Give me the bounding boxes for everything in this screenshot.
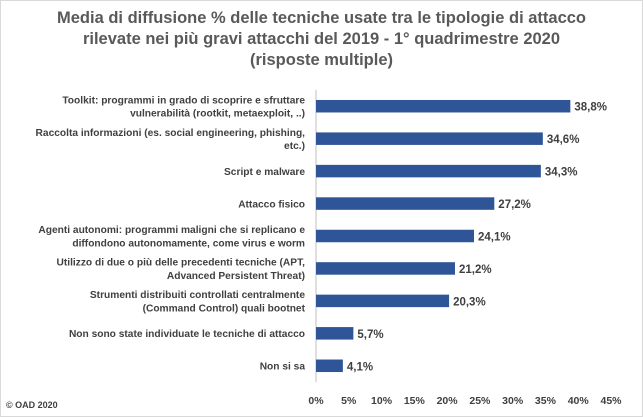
category-label-line: Advanced Persistent Threat) xyxy=(167,271,305,282)
x-tick-label-1: 5% xyxy=(341,395,357,407)
data-label-9: 4,1% xyxy=(347,361,373,373)
category-label-9: Non si sa xyxy=(260,362,306,373)
x-tick-label-2: 10% xyxy=(371,395,393,407)
category-label-3: Script e malware xyxy=(224,167,305,178)
category-label-line: (Command Control) quali bootnet xyxy=(143,303,306,314)
category-label-line: Utilizzo di due o più delle precedenti t… xyxy=(57,258,306,269)
data-label-2: 34,6% xyxy=(547,134,580,146)
bar-2 xyxy=(316,132,543,145)
chart-title: Media di diffusione % delle tecniche usa… xyxy=(0,8,643,71)
chart-title-line-3: (risposte multiple) xyxy=(249,51,393,69)
x-tick-label-6: 30% xyxy=(502,395,524,407)
x-tick-label-9: 45% xyxy=(600,395,622,407)
x-tick-label-0: 0% xyxy=(308,395,324,407)
category-label-line: etc.) xyxy=(284,141,305,152)
chart-title-line-2: rilevate nei più gravi attacchi del 2019… xyxy=(82,30,561,48)
bar-8 xyxy=(316,327,354,340)
category-label-line: Strumenti distribuiti controllati centra… xyxy=(90,290,305,301)
category-label-8: Non sono state individuate le tecniche d… xyxy=(69,329,305,340)
data-label-4: 27,2% xyxy=(498,199,531,211)
category-label-line: Script e malware xyxy=(224,167,305,178)
category-label-line: Raccolta informazioni (es. social engine… xyxy=(36,128,306,139)
category-label-1: Toolkit: programmi in grado di scoprire … xyxy=(62,95,305,119)
category-label-line: Attacco fisico xyxy=(238,199,305,210)
data-label-7: 20,3% xyxy=(453,296,486,308)
x-tick-label-4: 20% xyxy=(437,395,459,407)
category-label-line: vulnerabilità (rootkit, metaexploit, ..) xyxy=(130,109,305,120)
bar-4 xyxy=(316,197,495,210)
data-label-5: 24,1% xyxy=(478,232,511,244)
category-label-line: Non si sa xyxy=(260,362,306,373)
bar-1 xyxy=(316,99,571,113)
chart-title-line-1: Media di diffusione % delle tecniche usa… xyxy=(56,9,587,27)
category-label-4: Attacco fisico xyxy=(238,199,305,210)
bar-9 xyxy=(316,359,343,373)
bar-7 xyxy=(316,294,450,308)
bar-3 xyxy=(316,164,541,178)
bar-6 xyxy=(316,262,455,275)
category-label-2: Raccolta informazioni (es. social engine… xyxy=(36,128,306,152)
data-label-1: 38,8% xyxy=(574,102,607,114)
category-label-5: Agenti autonomi: programmi maligni che s… xyxy=(38,225,305,249)
x-tick-label-7: 35% xyxy=(535,395,557,407)
x-tick-label-5: 25% xyxy=(469,395,491,407)
x-tick-label-8: 40% xyxy=(568,395,590,407)
category-label-line: Agenti autonomi: programmi maligni che s… xyxy=(38,225,305,236)
data-label-6: 21,2% xyxy=(459,264,492,276)
x-tick-label-3: 15% xyxy=(404,395,426,407)
category-label-line: Non sono state individuate le tecniche d… xyxy=(69,329,305,340)
bar-5 xyxy=(316,229,474,243)
category-label-line: Toolkit: programmi in grado di scoprire … xyxy=(62,95,305,106)
category-label-6: Utilizzo di due o più delle precedenti t… xyxy=(57,258,306,282)
data-label-3: 34,3% xyxy=(545,167,578,179)
category-label-7: Strumenti distribuiti controllati centra… xyxy=(90,290,306,314)
data-label-8: 5,7% xyxy=(357,329,383,341)
copyright-footer: © OAD 2020 xyxy=(6,400,58,410)
category-label-line: diffondono autonomamente, come virus e w… xyxy=(72,238,305,249)
